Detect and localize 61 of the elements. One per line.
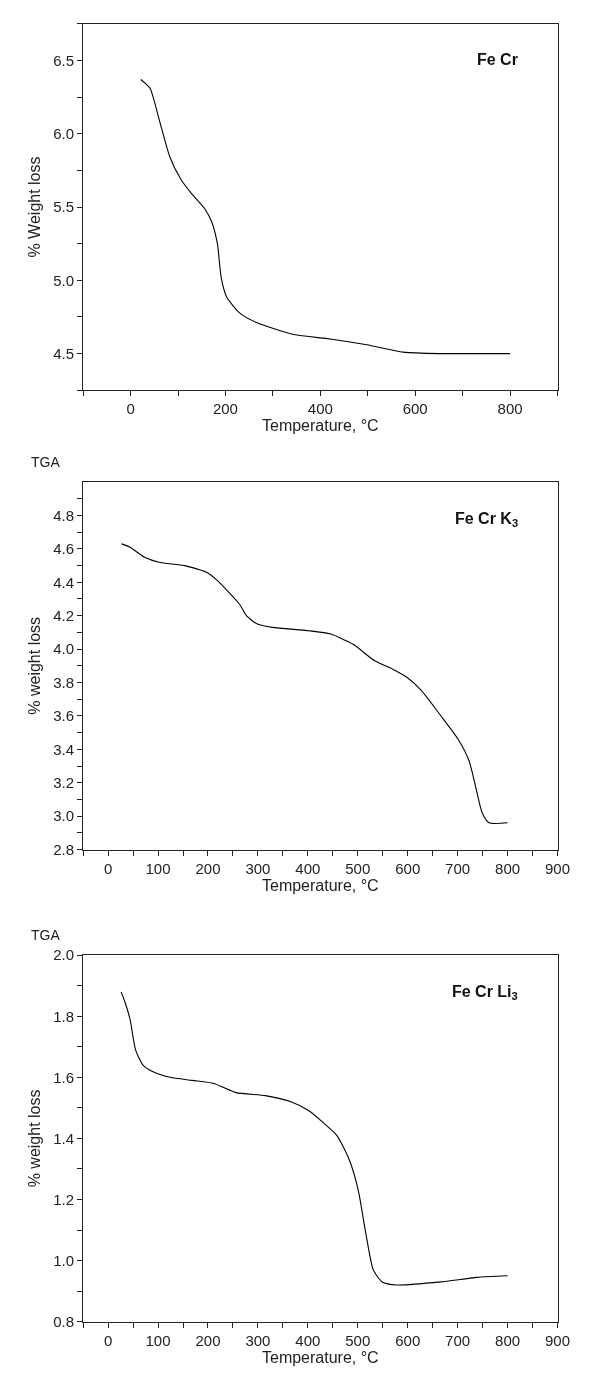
x-tick-label: 500 (345, 859, 371, 877)
x-tick-label: 100 (145, 1331, 171, 1349)
y-tick-label: 2.8 (53, 840, 75, 858)
y-tick-label: 6.5 (53, 51, 75, 69)
x-tick-label: 500 (345, 1331, 371, 1349)
x-tick-label: 400 (295, 859, 321, 877)
x-tick-label: 600 (395, 859, 421, 877)
x-tick-label: 800 (495, 1331, 521, 1349)
x-tick-label: 600 (395, 1331, 421, 1349)
y-tick-label: 3.6 (53, 707, 75, 725)
x-tick-label: 100 (145, 859, 171, 877)
y-tick-label: 1.8 (53, 1007, 75, 1025)
x-tick-label: 400 (295, 1331, 321, 1349)
chart-title: TGA (31, 927, 61, 943)
y-tick-label: 6.0 (53, 125, 75, 142)
y-tick-label: 4.2 (53, 606, 75, 624)
x-tick-label: 700 (445, 1331, 471, 1349)
y-tick-label: 1.2 (53, 1190, 75, 1208)
y-axis-title: % weight loss (26, 1089, 44, 1188)
y-tick-label: 0.8 (53, 1312, 75, 1330)
y-tick-label: 3.4 (53, 740, 75, 758)
y-tick-label: 1.0 (53, 1251, 75, 1269)
y-tick-label: 3.2 (53, 773, 75, 791)
x-tick-label: 300 (245, 1331, 271, 1349)
x-axis-title: Temperature, °C (261, 417, 379, 435)
y-tick-label: 4.4 (53, 573, 75, 591)
x-tick-label: 700 (445, 859, 471, 877)
x-tick-label: 800 (495, 859, 521, 877)
x-tick-label: 0 (126, 400, 135, 418)
chart-title: TGA (31, 454, 61, 470)
y-tick-label: 3.0 (53, 807, 75, 825)
x-tick-label: 0 (103, 1331, 113, 1349)
y-tick-label: 4.5 (53, 344, 75, 362)
y-tick-label: 4.6 (53, 540, 75, 558)
y-tick-label: 1.6 (53, 1068, 75, 1086)
y-tick-label: 5.0 (53, 271, 75, 289)
y-tick-label: 5.5 (53, 198, 75, 216)
x-tick-label: 600 (402, 400, 428, 418)
x-tick-label: 400 (307, 400, 333, 418)
y-tick-label: 4.0 (53, 640, 75, 658)
y-axis-title: % Weight loss (26, 156, 44, 258)
y-tick-label: 2.0 (53, 946, 75, 964)
annotation: Fe Cr (477, 51, 518, 68)
x-tick-label: 900 (544, 1331, 571, 1349)
x-tick-label: 200 (195, 859, 221, 877)
x-tick-label: 0 (103, 859, 113, 877)
x-tick-label: 900 (544, 859, 571, 877)
annotation: Fe Cr Li$_{3}$ (452, 983, 518, 1003)
line-series (121, 543, 509, 824)
x-tick-label: 300 (245, 859, 271, 877)
x-tick-label: 200 (212, 400, 238, 418)
line-series (140, 78, 511, 355)
y-axis-title: % weight loss (26, 616, 44, 715)
y-tick-label: 3.8 (53, 673, 75, 691)
x-axis-title: Temperature, °C (261, 876, 379, 894)
y-tick-label: 4.8 (53, 506, 75, 524)
y-tick-label: 1.4 (53, 1129, 75, 1147)
x-axis-title: Temperature, °C (261, 1348, 379, 1366)
x-tick-label: 200 (195, 1331, 221, 1349)
x-tick-label: 800 (497, 400, 523, 418)
annotation: Fe Cr K$_{3}$ (455, 510, 519, 530)
